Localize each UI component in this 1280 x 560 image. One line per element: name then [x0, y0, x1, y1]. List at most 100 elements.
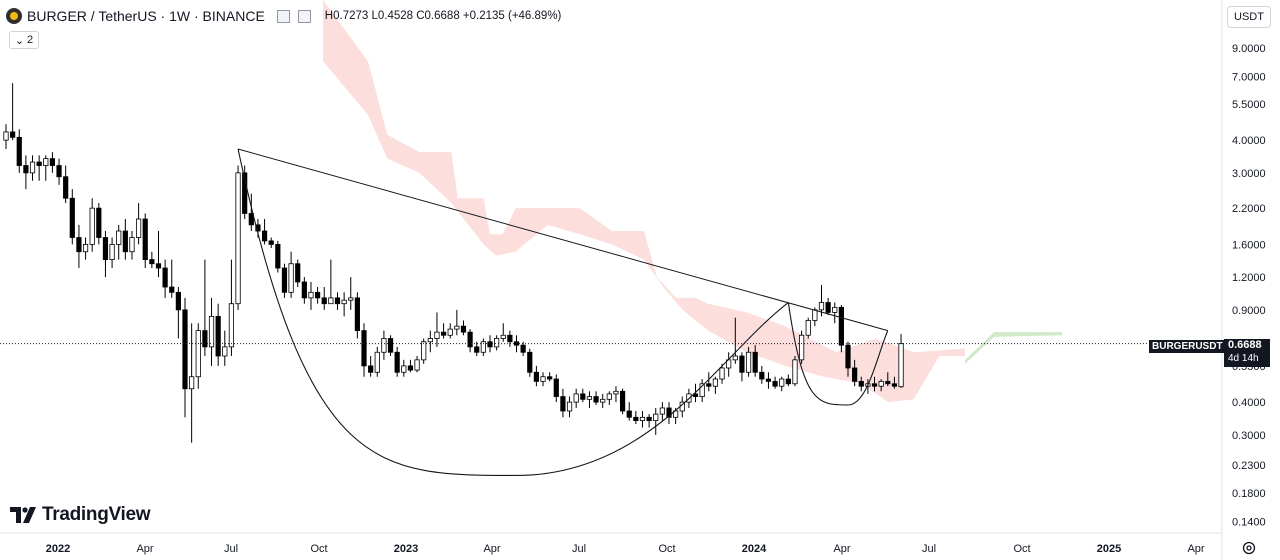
- price-axis[interactable]: 9.0000 7.0000 5.5000 4.0000 3.0000 2.2000 1.60…: [1232, 43, 1266, 529]
- candle: [208, 297, 215, 366]
- candle: [467, 329, 473, 353]
- candle: [885, 372, 891, 387]
- candle: [169, 259, 175, 298]
- currency-selector[interactable]: USDT: [1227, 6, 1271, 28]
- candle-body: [573, 393, 579, 403]
- candle-body: [82, 244, 89, 253]
- candle-body: [891, 383, 898, 387]
- candle-body: [49, 158, 56, 166]
- candle-body: [295, 263, 301, 283]
- candle: [315, 287, 321, 304]
- candle-body: [102, 237, 109, 260]
- candle: [434, 312, 440, 347]
- candle: [474, 341, 480, 356]
- candle: [401, 359, 407, 377]
- candle-body: [434, 331, 440, 339]
- candle-body: [500, 334, 506, 339]
- candle-body: [825, 302, 831, 313]
- candle-body: [334, 297, 341, 305]
- candle-body: [852, 367, 858, 382]
- candle: [593, 391, 599, 406]
- indicators-toggle[interactable]: ⌄ 2: [9, 31, 39, 49]
- checkbox-icon[interactable]: [276, 9, 290, 23]
- candle: [832, 302, 838, 324]
- candle-body: [255, 224, 261, 232]
- burger-logo-icon: [6, 8, 22, 24]
- candle: [460, 320, 467, 336]
- chevron-down-icon: ⌄: [14, 34, 25, 47]
- candle-body: [308, 291, 314, 299]
- candle: [527, 348, 533, 377]
- candle: [394, 346, 400, 377]
- candle: [606, 391, 612, 406]
- tradingview-logo-icon: [10, 507, 36, 523]
- candle: [719, 363, 725, 384]
- candle-body: [301, 281, 307, 299]
- time-axis[interactable]: 2022 Apr Jul Oct 2023 Apr Jul Oct 2024 Apr Jul Oct 2…: [46, 543, 1205, 555]
- tradingview-logo[interactable]: TradingView: [10, 504, 151, 526]
- candle-body: [89, 207, 95, 245]
- candle: [659, 402, 665, 421]
- candle: [49, 152, 56, 173]
- candle-body: [547, 376, 553, 380]
- candle-body: [885, 380, 891, 385]
- candle: [679, 396, 685, 418]
- candle-body: [533, 371, 540, 382]
- candle-body: [440, 331, 447, 336]
- candle: [268, 237, 274, 249]
- candle-body: [268, 240, 274, 245]
- gear-icon[interactable]: [1241, 540, 1257, 556]
- candle: [580, 388, 586, 403]
- candle-body: [23, 165, 29, 174]
- time-tick-label: Jul: [922, 543, 936, 555]
- time-tick-label: 2024: [742, 543, 767, 555]
- time-tick-label: Apr: [483, 543, 500, 555]
- candle: [792, 355, 798, 387]
- candle-body: [43, 158, 49, 166]
- candle-body: [401, 365, 407, 373]
- candle: [898, 334, 904, 389]
- candle: [102, 231, 109, 278]
- candle: [215, 303, 221, 366]
- candle: [838, 304, 844, 353]
- candle-body: [222, 346, 228, 357]
- price-tick-label: 2.2000: [1232, 203, 1266, 215]
- candle: [295, 259, 301, 288]
- candle: [626, 402, 632, 421]
- candle-body: [832, 306, 838, 313]
- symbol-header: BURGER / TetherUS · 1W · BINANCE H0.7273…: [6, 6, 561, 26]
- candle-body: [779, 378, 785, 387]
- candle-body: [189, 376, 195, 390]
- candle-body: [10, 131, 16, 138]
- candle-body: [155, 263, 162, 269]
- price-tick-label: 1.6000: [1232, 239, 1266, 251]
- candle: [759, 365, 765, 384]
- candle-body: [3, 131, 9, 141]
- tradingview-logo-text: TradingView: [42, 504, 151, 525]
- time-tick-label: Oct: [310, 543, 327, 555]
- candle: [281, 263, 288, 298]
- time-tick-label: Oct: [658, 543, 675, 555]
- candle: [361, 323, 367, 377]
- candle-body: [162, 267, 168, 288]
- candle: [421, 338, 427, 364]
- candle-body: [460, 325, 467, 333]
- candle-body: [142, 218, 148, 260]
- indicator-count: 2: [27, 34, 34, 46]
- candle-body: [149, 259, 155, 265]
- time-tick-label: Oct: [1013, 543, 1030, 555]
- candle: [500, 323, 506, 342]
- candle: [3, 124, 9, 150]
- candle: [427, 330, 433, 353]
- candle-body: [328, 297, 334, 305]
- candle: [175, 287, 181, 339]
- checkbox-icon[interactable]: [297, 9, 311, 23]
- candle-body: [540, 376, 546, 382]
- candle: [440, 323, 447, 339]
- candle-body: [281, 267, 288, 293]
- candle: [288, 251, 294, 298]
- candle: [354, 292, 360, 339]
- symbol-title[interactable]: BURGER / TetherUS · 1W · BINANCE: [27, 8, 265, 24]
- candle-body: [414, 359, 420, 371]
